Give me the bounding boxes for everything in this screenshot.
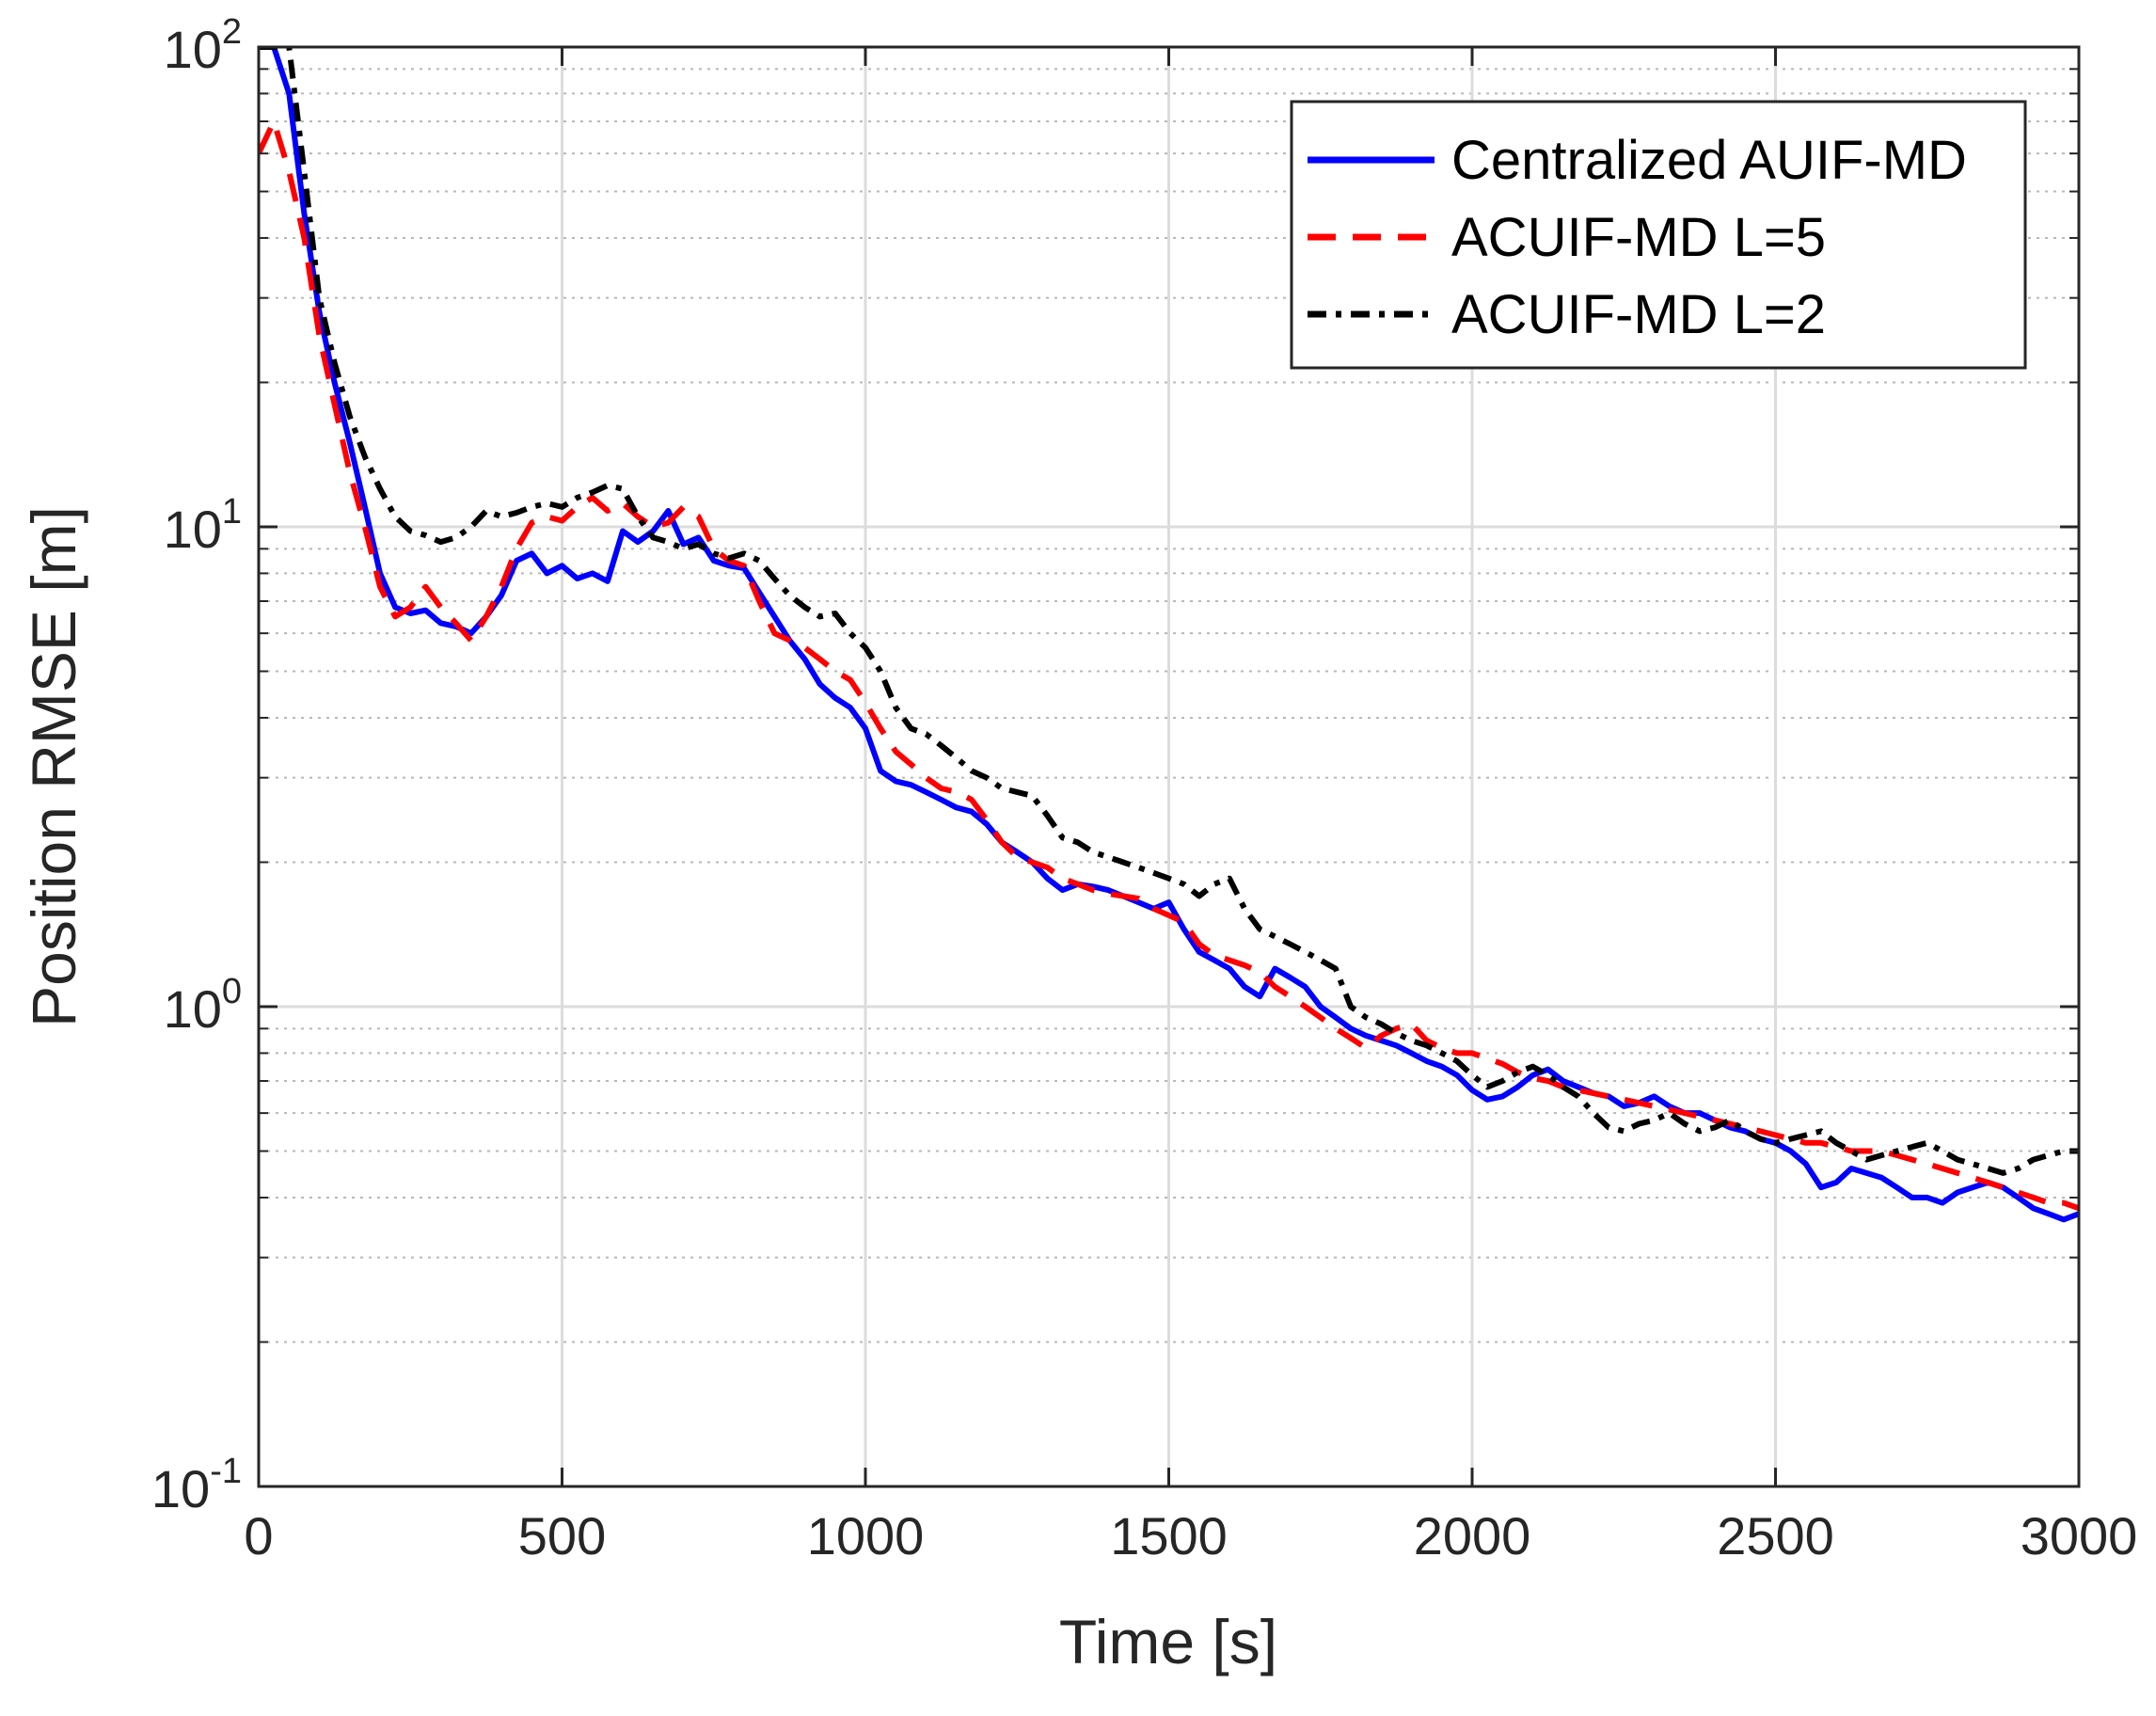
series-line-2 <box>259 119 2079 1212</box>
x-tick-labels: 0 500 1000 1500 2000 2500 3000 <box>244 1506 2137 1565</box>
y-tick-base: 10 <box>164 500 222 559</box>
tick-marks <box>257 45 2081 1488</box>
legend-label-1: Centralized AUIF-MD <box>1451 130 1967 191</box>
y-tick-label: 10-1 <box>151 1452 242 1518</box>
series-layer <box>259 47 2079 1223</box>
y-tick-base: 10 <box>164 979 222 1039</box>
x-tick-label: 500 <box>518 1506 606 1565</box>
y-tick-exponent: 1 <box>222 492 242 532</box>
x-tick-label: 2000 <box>1414 1506 1531 1565</box>
y-tick-base: 10 <box>164 20 222 79</box>
y-tick-exponent: 0 <box>222 972 242 1011</box>
y-tick-exponent: 2 <box>222 12 242 52</box>
x-tick-label: 1500 <box>1110 1506 1228 1565</box>
x-tick-label: 0 <box>244 1506 273 1565</box>
y-axis-title: Position RMSE [m] <box>19 506 88 1027</box>
y-tick-exponent: -1 <box>210 1452 242 1491</box>
x-axis-title: Time [s] <box>1059 1607 1277 1676</box>
legend: Centralized AUIF-MD ACUIF-MD L=5 ACUIF-MD … <box>1290 100 2027 370</box>
y-tick-base: 10 <box>151 1459 210 1518</box>
y-tick-label: 102 <box>164 12 242 79</box>
legend-label-2: ACUIF-MD L=5 <box>1451 207 1826 268</box>
series-line-3 <box>259 47 2079 1176</box>
x-tick-label: 2500 <box>1717 1506 1834 1565</box>
x-tick-label: 3000 <box>2021 1506 2138 1565</box>
legend-label-3: ACUIF-MD L=2 <box>1451 284 1826 345</box>
y-tick-label: 100 <box>164 972 242 1039</box>
y-tick-label: 101 <box>164 492 242 559</box>
x-tick-label: 1000 <box>807 1506 925 1565</box>
